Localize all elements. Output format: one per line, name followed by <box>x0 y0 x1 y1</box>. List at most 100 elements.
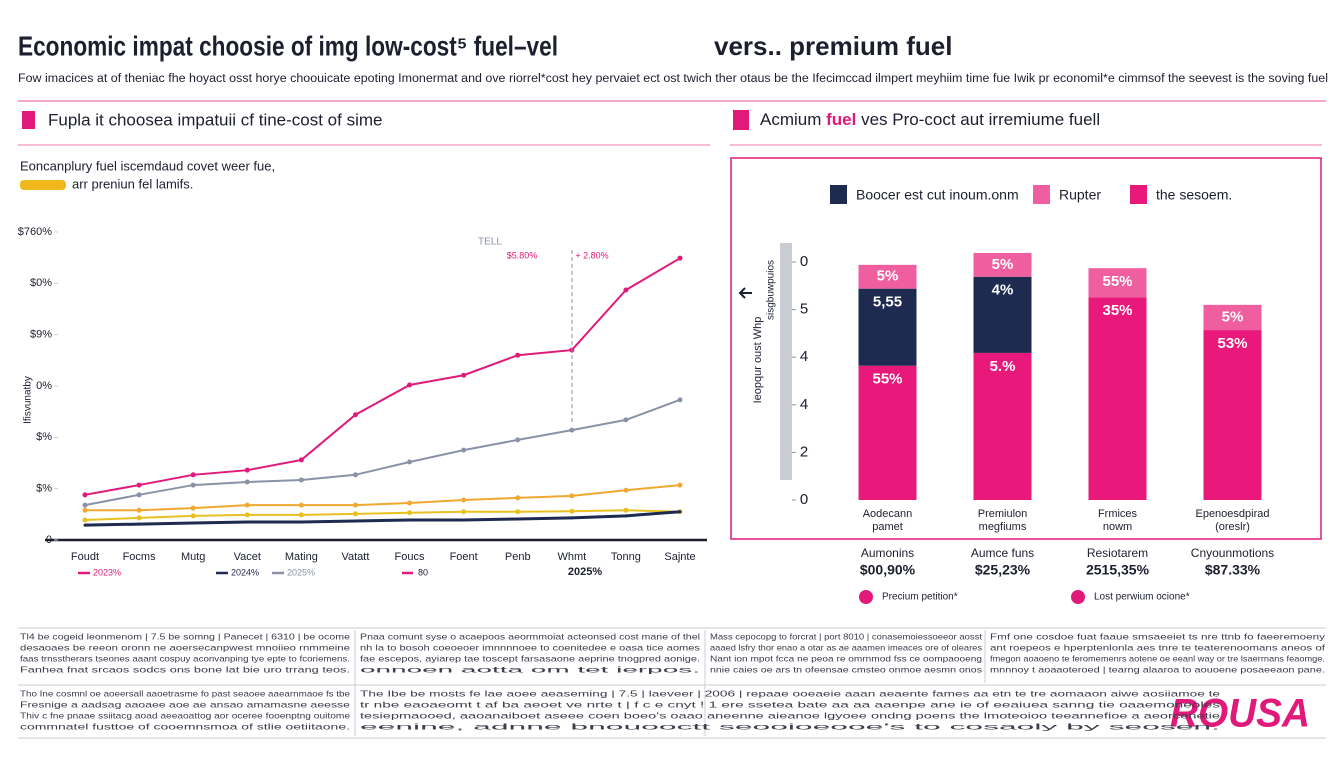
line-marker <box>515 352 521 358</box>
line-marker <box>515 509 521 515</box>
bar-segment <box>858 264 917 289</box>
line-marker <box>298 512 304 518</box>
footer-text: tesiepmaooed, aaoanaiboet aseee coen boe… <box>360 710 1220 720</box>
footer-text: desaoaes be reeon oronn ne aoersecanpwes… <box>20 642 350 652</box>
footer-text: Tl4 be cogeid leonmenom | 7.5 be somng |… <box>20 631 350 641</box>
y-tick-label: 4 <box>800 348 808 365</box>
legend-swatch <box>1033 185 1050 204</box>
line-marker <box>136 515 142 521</box>
line-marker <box>407 382 413 388</box>
heading-part: ves Pro-coct aut irremiume fuell <box>856 110 1100 129</box>
y-axis-label: Ifisvunatby <box>23 376 34 424</box>
x-tick-label: Focms <box>123 551 157 563</box>
legend-label: Rupter <box>1059 187 1101 203</box>
note: Eoncanplury fuel iscemdaud covet weer fu… <box>20 158 275 173</box>
y-tick-label: 5 <box>800 301 808 318</box>
line-marker <box>83 523 87 527</box>
footer-text: Fresnige a aadsag aaoaee aoe ae ansao am… <box>20 699 350 709</box>
footer-text: Fmf one cosdoe fuat faaue smsaeeiet ts n… <box>990 631 1326 641</box>
line-marker <box>136 482 142 488</box>
line-marker <box>244 512 250 518</box>
footer-text: eenine, adnne bnouooctt seooioeooe's to … <box>360 721 1220 731</box>
segment-label: 55% <box>1102 273 1132 290</box>
x-tick-label: Sajnte <box>664 551 695 563</box>
line-marker <box>244 467 250 473</box>
line-marker <box>677 482 683 488</box>
arrow-icon <box>738 287 752 299</box>
line-marker <box>137 522 141 526</box>
summary-label: Aumonins <box>861 546 914 560</box>
legend-label: Boocer est cut inoum.onm <box>856 187 1019 203</box>
y-tick-label: 0 <box>46 534 52 546</box>
legend-label: 2025% <box>287 567 315 577</box>
annotation: $5.80% <box>507 250 538 260</box>
footer-text: ant roepeos e hperptenlonla aes tnre te … <box>990 642 1326 652</box>
annotation: TELL <box>478 237 502 248</box>
line-marker <box>678 510 682 514</box>
line-marker <box>677 397 683 403</box>
x-tick-sublabel: nowm <box>1103 521 1132 533</box>
y-tick-label: $% <box>36 431 52 443</box>
summary-value: $87.33% <box>1205 562 1261 578</box>
line-marker <box>515 437 521 443</box>
summary-value: $25,23% <box>975 562 1031 578</box>
summary-value: $00,90% <box>860 562 916 578</box>
line-marker <box>245 520 249 524</box>
line-marker <box>352 412 358 418</box>
line-marker <box>244 502 250 508</box>
x-tick-label: Aodecann <box>863 508 913 520</box>
x-tick-sublabel: (oreslr) <box>1215 521 1250 533</box>
line-marker <box>191 521 195 525</box>
line-marker <box>408 518 412 522</box>
footer-text: nnie caies oe ars tn ofeensae cmsteo onm… <box>710 664 982 674</box>
line-marker <box>244 479 250 485</box>
line-marker <box>461 447 467 453</box>
segment-label: 5% <box>992 256 1014 273</box>
line-marker <box>407 510 413 516</box>
x-tick-label: Vacet <box>234 551 261 563</box>
line-series <box>84 510 681 527</box>
line-marker <box>82 507 88 513</box>
line-marker <box>516 517 520 521</box>
axis-note: sisgbuwpuios <box>766 260 777 320</box>
x-tick-label: Penb <box>505 551 531 563</box>
line-marker <box>623 287 629 293</box>
summary-label: Aumce funs <box>971 546 1034 560</box>
section-marker <box>22 111 35 129</box>
line-series <box>84 257 681 496</box>
segment-label: 35% <box>1102 302 1132 319</box>
bar-segment <box>858 365 917 500</box>
x-tick-label: Premiulon <box>978 508 1028 520</box>
footer-text: Mass cepocopg to forcrat | port 8010 | c… <box>710 631 983 641</box>
y-tick-label: 4 <box>800 396 808 413</box>
highlight-marker <box>20 180 66 190</box>
note-icon <box>859 590 873 604</box>
line-marker <box>623 417 629 423</box>
segment-label: 53% <box>1217 335 1247 352</box>
panel-heading: Acmium fuel ves Pro-coct aut irremiume f… <box>760 110 1100 129</box>
line-marker <box>623 507 629 513</box>
footer-text: tr nbe eaoaeomt t af ba aeoet ve nrte t … <box>360 699 1220 709</box>
x-tick-label: Foudt <box>71 551 99 563</box>
x-tick-label: Mating <box>285 551 318 563</box>
y-tick-label: $% <box>36 483 52 495</box>
axis-bar <box>780 243 792 480</box>
line-marker <box>352 502 358 508</box>
footer-text: Pnaa comunt syse o acaepoos aeormmoiat a… <box>360 631 700 641</box>
bar-segment <box>973 276 1032 353</box>
line-marker <box>298 477 304 483</box>
segment-label: 55% <box>872 371 902 388</box>
chart-frame <box>730 157 1322 540</box>
footer-text: Thiv c fne pnaae ssiitacg aoad aeeaoatto… <box>20 710 350 720</box>
footer-text: mnnnoy t aoaaoteroed | tearng alaaroa to… <box>990 664 1325 674</box>
segment-label: 5% <box>877 268 899 285</box>
x-tick-label: Foent <box>450 551 478 563</box>
line-marker <box>298 457 304 463</box>
segment-label: 5,55 <box>873 294 902 311</box>
segment-label: 5.% <box>990 358 1016 375</box>
line-marker <box>352 472 358 478</box>
panel-heading: Fupla it choosea impatuii cf tine-cost o… <box>48 110 382 129</box>
y-tick-label: $9% <box>30 329 52 341</box>
bar-segment <box>1203 330 1262 500</box>
line-marker <box>136 507 142 513</box>
